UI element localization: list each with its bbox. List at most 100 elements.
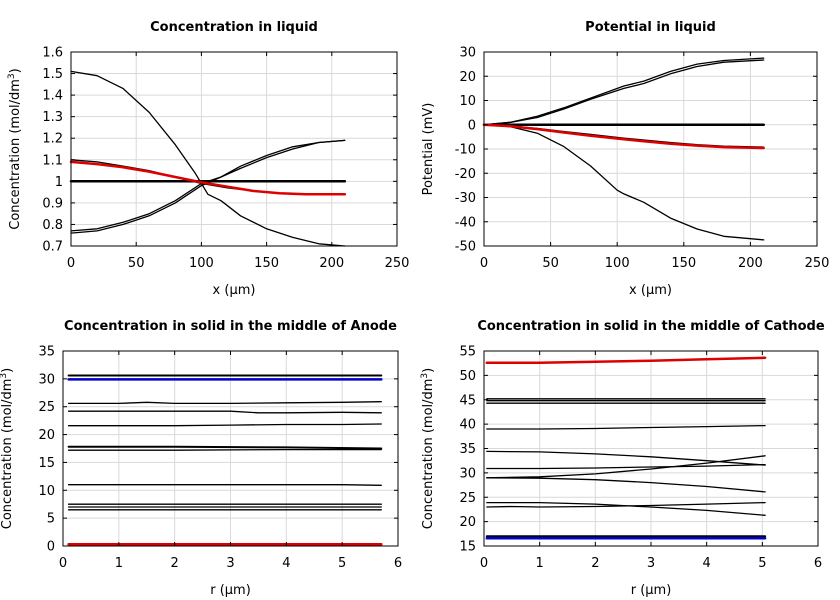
series-line-c39 — [486, 424, 766, 430]
chart-title: Concentration in solid in the middle of … — [64, 319, 397, 334]
x-tick-label: 50 — [128, 256, 145, 271]
series-line-c17b — [67, 448, 382, 451]
y-tick-label: 20 — [38, 428, 55, 443]
y-tick-label: 1 — [55, 175, 63, 190]
series-line-t3 — [70, 139, 346, 234]
y-tick-label: 30 — [459, 46, 476, 61]
y-tick-label: 20 — [459, 515, 476, 530]
x-tick-label: 150 — [671, 256, 696, 271]
x-tick-label: 200 — [738, 256, 763, 271]
x-tick-label: 0 — [480, 556, 488, 571]
y-axis-label-sup: 3 — [420, 373, 430, 379]
series-line-c34 — [486, 450, 766, 466]
x-tick-label: 250 — [805, 256, 830, 271]
series-line-c31 — [486, 463, 766, 470]
x-tick-label: 200 — [319, 256, 344, 271]
plot-frame — [70, 51, 398, 247]
series-line-final — [482, 123, 765, 150]
x-tick-label: 0 — [67, 256, 75, 271]
y-tick-label: -40 — [455, 215, 476, 230]
y-axis-label-end: ) — [8, 68, 23, 73]
series-line-c29b — [486, 477, 766, 493]
x-tick-label: 2 — [171, 556, 179, 571]
series-line-c11 — [67, 484, 382, 486]
y-tick-label: 1.4 — [42, 89, 63, 104]
x-tick-label: 150 — [254, 256, 279, 271]
x-tick-label: 1 — [536, 556, 544, 571]
x-tick-label: 6 — [814, 556, 822, 571]
x-axis-label: x (µm) — [629, 283, 672, 298]
series-line-t2 — [483, 57, 765, 126]
x-tick-label: 4 — [703, 556, 711, 571]
series-line-c24 — [486, 501, 766, 516]
x-axis-label: x (µm) — [213, 283, 256, 298]
y-tick-label: 1.2 — [42, 132, 63, 147]
y-tick-label: 45 — [459, 393, 476, 408]
y-tick-label: 35 — [459, 442, 476, 457]
y-tick-label: 15 — [459, 540, 476, 555]
y-tick-label: 30 — [38, 372, 55, 387]
chart-title: Concentration in liquid — [150, 20, 318, 35]
chart-title: Concentration in solid in the middle of … — [477, 319, 825, 334]
series-line-final — [485, 356, 767, 364]
x-tick-label: 250 — [385, 256, 410, 271]
y-tick-label: 0.8 — [42, 218, 63, 233]
y-tick-label: 0 — [47, 540, 55, 555]
series-line-c21 — [67, 423, 382, 427]
series-line-c24 — [67, 410, 382, 414]
chart-3: 0 1 2 3 4 5 6 0 5 10 15 20 25 30 35 Concentration in so… — [0, 319, 402, 598]
series-line-c23 — [486, 501, 766, 508]
y-axis-label-main: Concentration (mol/dm — [8, 79, 23, 230]
y-axis-label: Concentration (mol/dm3) — [0, 368, 15, 530]
series-line-t1 — [483, 124, 765, 241]
y-tick-label: 1.3 — [42, 110, 63, 125]
y-tick-label: 55 — [459, 345, 476, 360]
chart-title: Potential in liquid — [585, 20, 716, 35]
y-axis-label-end: ) — [0, 368, 15, 373]
y-axis-label-main: Potential (mV) — [421, 103, 436, 196]
x-tick-label: 3 — [647, 556, 655, 571]
series-line-final — [69, 160, 347, 196]
x-axis-label: r (µm) — [631, 583, 672, 598]
series-line-t1 — [70, 70, 346, 247]
y-tick-label: 40 — [459, 418, 476, 433]
x-tick-label: 100 — [605, 256, 630, 271]
y-axis-label-end: ) — [421, 368, 436, 373]
y-tick-label: 15 — [38, 456, 55, 471]
y-tick-label: 35 — [38, 345, 55, 360]
y-tick-label: 10 — [38, 484, 55, 499]
y-tick-label: 0.9 — [42, 196, 63, 211]
x-tick-label: 1 — [115, 556, 123, 571]
y-tick-label: 25 — [38, 400, 55, 415]
y-tick-label: 30 — [459, 466, 476, 481]
chart-2: 0 50 100 150 200 250 -50 -40 -30 -20 -10 0 10 20 30 Pot… — [421, 20, 829, 298]
x-tick-label: 5 — [338, 556, 346, 571]
x-tick-label: 0 — [480, 256, 488, 271]
x-tick-label: 100 — [189, 256, 214, 271]
y-axis-label-main: Concentration (mol/dm — [0, 379, 15, 530]
y-axis-label-sup: 3 — [0, 373, 9, 379]
y-tick-label: 20 — [459, 70, 476, 85]
y-tick-label: -10 — [455, 143, 476, 158]
y-axis-label-main: Concentration (mol/dm — [421, 379, 436, 530]
y-tick-label: -30 — [455, 191, 476, 206]
x-tick-label: 4 — [282, 556, 290, 571]
series-line-t3 — [483, 59, 765, 126]
y-tick-label: 10 — [459, 94, 476, 109]
x-tick-label: 5 — [758, 556, 766, 571]
y-axis-label: Potential (mV) — [421, 103, 436, 196]
y-tick-label: 0.7 — [42, 240, 63, 255]
series-line-t2 — [70, 139, 346, 232]
y-tick-label: -20 — [455, 167, 476, 182]
x-tick-label: 50 — [542, 256, 559, 271]
x-axis-label: r (µm) — [210, 583, 251, 598]
x-tick-label: 0 — [59, 556, 67, 571]
y-tick-label: 50 — [459, 369, 476, 384]
chart-1: 0 50 100 150 200 250 0.7 0.8 0.9 1 1.1 1.2 1.3 1.4 1.5… — [7, 20, 409, 298]
x-tick-label: 2 — [591, 556, 599, 571]
y-tick-label: 1.1 — [42, 153, 63, 168]
y-tick-label: 0 — [468, 118, 476, 133]
y-axis-label-sup: 3 — [7, 73, 17, 79]
